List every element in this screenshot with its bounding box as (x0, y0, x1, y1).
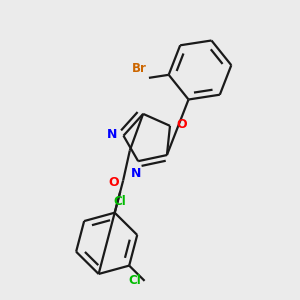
Text: Cl: Cl (128, 274, 141, 287)
Text: N: N (107, 128, 118, 141)
Text: Br: Br (131, 62, 146, 75)
Text: Cl: Cl (114, 195, 127, 208)
Text: N: N (131, 167, 142, 180)
Text: O: O (109, 176, 119, 189)
Text: O: O (176, 118, 187, 131)
